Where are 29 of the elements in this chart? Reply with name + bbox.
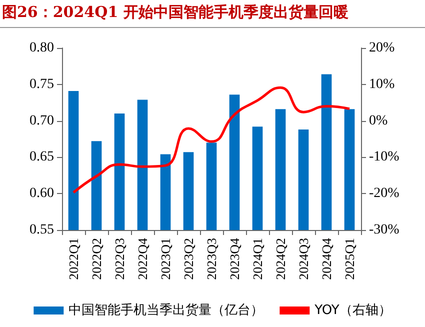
x-tick-label: 2024Q2 (273, 238, 288, 280)
x-tick-label: 2023Q4 (227, 238, 242, 280)
legend-label: YOY（右轴） (314, 303, 392, 318)
x-tick-label: 2022Q3 (112, 238, 127, 280)
x-tick-label: 2024Q3 (296, 238, 311, 280)
x-tick-label: 2025Q1 (342, 238, 357, 280)
chart-title: 图26：2024Q1 开始中国智能手机季度出货量回暖 (0, 0, 425, 28)
x-tick-label: 2023Q3 (204, 238, 219, 280)
x-tick-label: 2022Q1 (66, 238, 81, 280)
y2-tick-label: -10% (369, 150, 400, 165)
legend-label: 中国智能手机当季出货量（亿台） (68, 303, 264, 318)
y2-tick-label: 10% (369, 76, 395, 92)
y-tick-label: 0.60 (30, 186, 54, 202)
x-tick-label: 2024Q4 (319, 238, 334, 280)
y-tick-label: 0.70 (30, 113, 54, 128)
x-tick-label: 2024Q1 (250, 238, 265, 280)
y2-tick-label: 20% (369, 40, 395, 56)
y-tick-label: 0.80 (30, 40, 54, 56)
y2-tick-label: -30% (369, 222, 400, 238)
y-tick-label: 0.65 (30, 150, 54, 165)
y2-tick-label: -20% (369, 186, 400, 202)
x-tick-label: 2023Q2 (181, 238, 196, 280)
y-tick-label: 0.55 (30, 222, 54, 238)
x-tick-label: 2022Q2 (89, 238, 104, 280)
x-tick-label: 2023Q1 (158, 238, 173, 280)
line-series (72, 86, 351, 194)
x-tick-label: 2022Q4 (135, 238, 150, 280)
y2-tick-label: 0% (369, 113, 388, 128)
y-tick-label: 0.75 (30, 76, 54, 92)
